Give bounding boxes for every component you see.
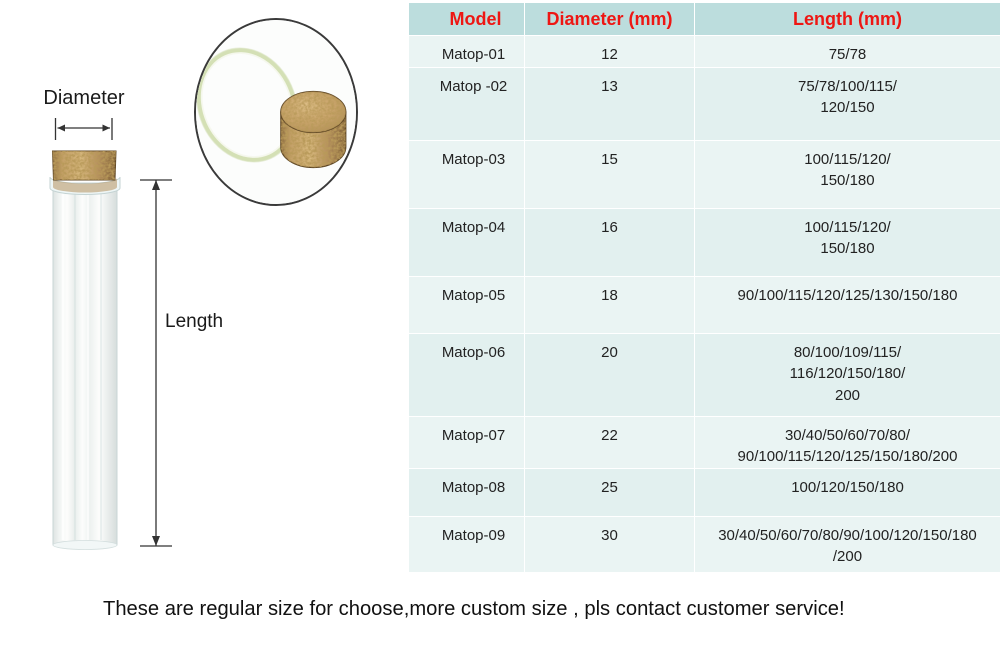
svg-text:Diameter: Diameter (43, 87, 124, 109)
svg-text:Length: Length (165, 311, 223, 332)
